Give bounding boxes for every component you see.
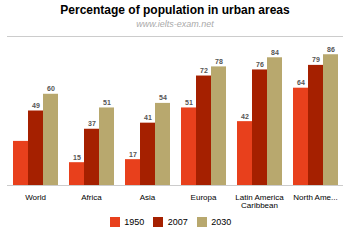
svg-text:42: 42 <box>241 113 249 120</box>
svg-text:North Ame...: North Ame... <box>293 193 337 202</box>
svg-text:86: 86 <box>327 46 335 53</box>
svg-text:World: World <box>25 193 46 202</box>
svg-text:72: 72 <box>200 67 208 74</box>
svg-text:Latin AmericaCaribbean: Latin AmericaCaribbean <box>235 193 284 210</box>
svg-text:17: 17 <box>129 151 137 158</box>
svg-text:37: 37 <box>88 120 96 127</box>
html-text:www.ielts-exam.net: www.ielts-exam.net <box>136 19 214 29</box>
svg-text:15: 15 <box>73 154 81 161</box>
svg-text:51: 51 <box>103 99 111 106</box>
svg-text:Asia: Asia <box>140 193 156 202</box>
html-text:1950: 1950 <box>124 217 145 227</box>
svg-text:51: 51 <box>185 99 193 106</box>
svg-text:79: 79 <box>312 56 320 63</box>
svg-text:78: 78 <box>215 58 223 65</box>
svg-text:76: 76 <box>256 61 264 68</box>
html-text:Percentage of population in ur: Percentage of population in urban areas <box>60 3 290 17</box>
html-text:2007: 2007 <box>167 217 188 227</box>
svg-text:49: 49 <box>32 102 40 109</box>
svg-text:64: 64 <box>297 79 305 86</box>
svg-text:84: 84 <box>271 49 279 56</box>
svg-text:Europa: Europa <box>191 193 217 202</box>
svg-text:Africa: Africa <box>81 193 102 202</box>
svg-text:54: 54 <box>159 94 167 101</box>
html-text:2030: 2030 <box>211 217 232 227</box>
svg-text:60: 60 <box>47 85 55 92</box>
svg-text:41: 41 <box>144 114 152 121</box>
